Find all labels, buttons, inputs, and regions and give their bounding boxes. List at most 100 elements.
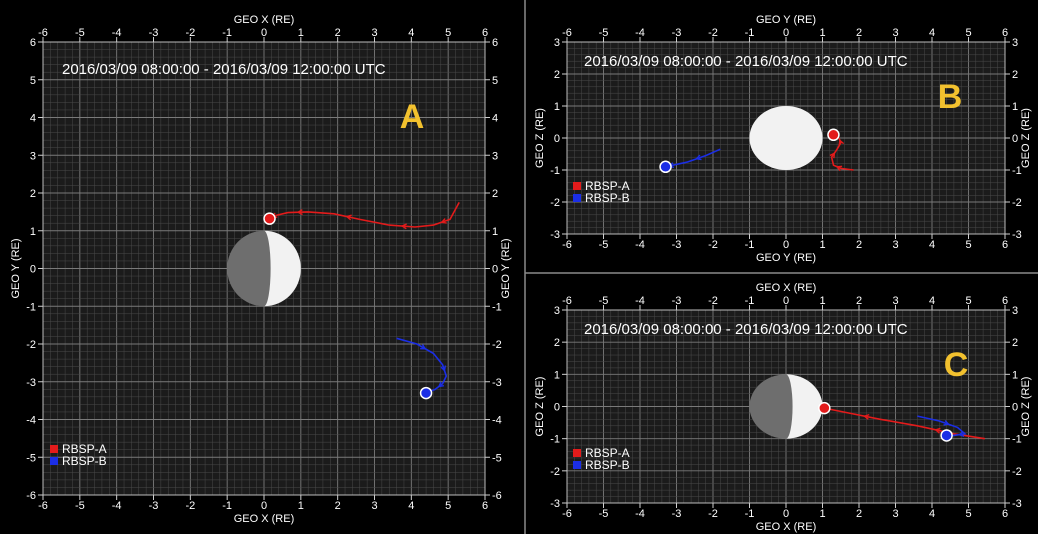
x-tick-label-bottom: 1	[819, 508, 825, 520]
y-tick-label-right: 1	[492, 226, 498, 238]
plot-content	[749, 374, 986, 442]
rbsp-b-position-marker	[659, 160, 672, 174]
x-tick-label-bottom: -3	[672, 239, 682, 251]
x-tick-label-top: -2	[708, 27, 718, 39]
x-tick-label-bottom: 4	[408, 500, 414, 512]
x-tick-label-top: -3	[149, 27, 159, 39]
y-axis-title-left: GEO Y (RE)	[10, 238, 22, 298]
x-tick-label-top: -2	[708, 295, 718, 307]
y-tick-label-right: 3	[492, 150, 498, 162]
x-tick-label-top: 2	[856, 295, 862, 307]
x-tick-label-bottom: -1	[745, 239, 755, 251]
x-tick-label-bottom: 0	[261, 500, 267, 512]
x-tick-label-top: 5	[445, 27, 451, 39]
x-tick-label-bottom: -1	[745, 508, 755, 520]
x-axis-title-bottom: GEO X (RE)	[756, 521, 817, 533]
x-tick-label-bottom: 3	[371, 500, 377, 512]
x-tick-label-bottom: -3	[149, 500, 159, 512]
y-axis-title-left: GEO Z (RE)	[534, 108, 546, 168]
x-tick-label-top: 3	[892, 295, 898, 307]
y-tick-label-right: -6	[492, 490, 502, 502]
y-tick-label-left: -3	[550, 498, 560, 510]
x-axis-title-top: GEO Y (RE)	[756, 14, 816, 26]
earth	[749, 106, 823, 170]
x-tick-label-bottom: 2	[856, 239, 862, 251]
x-tick-label-top: -5	[599, 27, 609, 39]
y-tick-label-right: 2	[492, 188, 498, 200]
y-tick-label-right: 2	[1012, 69, 1018, 81]
y-tick-label-right: -1	[1012, 165, 1022, 177]
y-tick-label-left: 1	[554, 369, 560, 381]
y-tick-label-right: -3	[1012, 229, 1022, 241]
x-tick-label-top: 6	[1002, 27, 1008, 39]
y-tick-label-right: -4	[492, 415, 502, 427]
y-tick-label-right: -3	[1012, 498, 1022, 510]
earth	[227, 230, 301, 307]
legend-label-rbsp-b: RBSP-B	[585, 458, 630, 472]
x-tick-label-top: -5	[599, 295, 609, 307]
y-tick-label-right: 3	[1012, 37, 1018, 49]
x-tick-label-top: -4	[112, 27, 122, 39]
legend-label-rbsp-b: RBSP-B	[62, 454, 107, 468]
x-tick-label-top: 3	[371, 27, 377, 39]
rbsp-b-position-marker	[419, 386, 433, 400]
y-tick-label-left: -5	[26, 452, 36, 464]
y-tick-label-left: 0	[30, 264, 36, 276]
rbsp-a-direction-arrow	[829, 151, 836, 159]
y-tick-label-left: 6	[30, 37, 36, 49]
y-tick-label-right: 4	[492, 113, 498, 125]
x-tick-label-bottom: -4	[635, 508, 645, 520]
y-tick-label-left: -1	[26, 301, 36, 313]
legend-swatch-rbsp-a	[573, 449, 581, 457]
x-tick-label-bottom: 5	[445, 500, 451, 512]
x-tick-label-top: -1	[222, 27, 232, 39]
x-tick-label-bottom: 3	[892, 508, 898, 520]
rbsp-b-direction-arrow	[437, 381, 445, 388]
rbsp-a-direction-arrow	[863, 413, 870, 420]
x-tick-label-bottom: -6	[562, 239, 572, 251]
x-tick-label-bottom: -6	[38, 500, 48, 512]
y-tick-label-left: -6	[26, 490, 36, 502]
x-tick-label-bottom: 4	[929, 508, 935, 520]
y-tick-label-right: 2	[1012, 337, 1018, 349]
y-tick-label-right: 0	[1012, 402, 1018, 414]
legend-swatch-rbsp-b	[50, 457, 58, 465]
rbsp-a-position-marker	[263, 212, 276, 225]
y-tick-label-left: 1	[30, 226, 36, 238]
rbsp-a-direction-arrow	[838, 139, 845, 146]
rbsp-b-position-marker	[940, 429, 953, 442]
x-tick-label-top: -3	[672, 27, 682, 39]
y-tick-label-left: 0	[554, 133, 560, 145]
x-axis-title-bottom: GEO Y (RE)	[756, 252, 816, 264]
x-tick-label-bottom: -2	[708, 508, 718, 520]
legend-label-rbsp-a: RBSP-A	[62, 442, 107, 456]
x-tick-label-top: 2	[335, 27, 341, 39]
y-tick-label-right: -1	[492, 301, 502, 313]
legend-label-rbsp-a: RBSP-A	[585, 446, 630, 460]
rbsp-a-position-marker	[818, 401, 831, 415]
y-tick-label-left: 4	[30, 113, 36, 125]
x-tick-label-bottom: -2	[185, 500, 195, 512]
x-tick-label-top: 4	[929, 27, 935, 39]
x-tick-label-top: 1	[819, 295, 825, 307]
y-axis-title-right: GEO Y (RE)	[500, 238, 512, 298]
y-tick-label-left: 3	[30, 150, 36, 162]
legend-swatch-rbsp-a	[573, 182, 581, 190]
y-tick-label-right: 6	[492, 37, 498, 49]
rbsp-b-direction-arrow	[420, 344, 427, 350]
y-tick-label-left: -3	[550, 229, 560, 241]
x-tick-label-bottom: 6	[1002, 239, 1008, 251]
rbsp-b-direction-arrow	[695, 154, 702, 161]
y-tick-label-left: -2	[550, 197, 560, 209]
y-axis-title-right: GEO Z (RE)	[1020, 377, 1032, 437]
rbsp-a-direction-arrow	[440, 218, 447, 224]
y-tick-label-left: 2	[30, 188, 36, 200]
rbsp-a-direction-arrow	[835, 165, 843, 172]
y-tick-label-left: 5	[30, 75, 36, 87]
rbsp-a-direction-arrow	[934, 427, 941, 434]
x-tick-label-top: -6	[562, 295, 572, 307]
y-tick-label-left: 0	[554, 402, 560, 414]
x-tick-label-bottom: -3	[672, 508, 682, 520]
y-tick-label-left: -1	[550, 165, 560, 177]
